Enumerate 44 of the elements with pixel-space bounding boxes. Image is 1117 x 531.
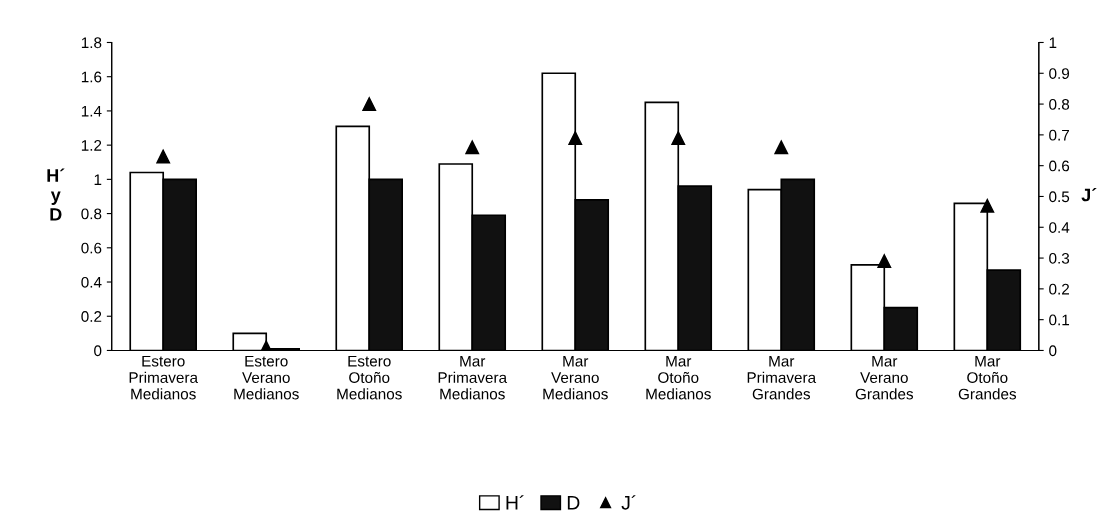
x-tick-label: Estero Primavera Medianos: [129, 355, 199, 400]
y-axis-title: H´ y D: [47, 168, 65, 221]
y-tick-label: 0.4: [81, 276, 102, 288]
x-tick-label: Estero Verano Medianos: [234, 355, 299, 400]
point: [465, 140, 480, 155]
y-tick-label: 1.4: [81, 105, 102, 117]
y2-tick-label: 0.8: [1049, 98, 1070, 110]
x-tick-label: Mar Primavera Grandes: [747, 355, 817, 400]
point: [568, 131, 583, 145]
y-tick-label: 0.6: [81, 242, 102, 254]
y2-tick-label: 1: [1049, 37, 1057, 49]
x-tick-label: Mar Otoño Grandes: [958, 355, 1017, 400]
y2-tick-label: 0.7: [1049, 129, 1069, 141]
legend-label: D: [567, 496, 580, 510]
y2-tick-label: 0.9: [1049, 68, 1070, 79]
x-tick-label: Estero Otoño Medianos: [337, 355, 402, 400]
x-tick-label: Mar Otoño Medianos: [646, 355, 711, 400]
x-tick-label: Mar Verano Grandes: [855, 355, 914, 400]
legend-label: H´: [506, 495, 524, 510]
y-tick-label: 0.2: [81, 311, 102, 322]
y2-tick-label: 0.4: [1049, 222, 1070, 233]
y2-tick-label: 0.5: [1049, 191, 1070, 203]
y-tick-label: 1.2: [81, 140, 102, 151]
point: [774, 140, 789, 155]
point: [877, 254, 892, 269]
bar: [232, 332, 268, 351]
point: [980, 198, 995, 213]
x-tick-label: Mar Verano Medianos: [543, 355, 608, 400]
y-tick-label: 0.8: [81, 208, 102, 220]
y-tick-label: 1.8: [81, 37, 102, 49]
y-tick-label: 1.6: [81, 71, 102, 83]
y2-tick-label: 0.2: [1049, 283, 1069, 295]
y2-tick-label: 0.6: [1049, 160, 1070, 172]
point: [362, 97, 377, 112]
y-tick-label: 0: [94, 345, 102, 357]
legend-label: J´: [621, 495, 636, 510]
point: [671, 131, 686, 145]
point: [156, 149, 171, 164]
y2-tick-label: 0: [1049, 345, 1057, 357]
y-tick-label: 1: [94, 174, 102, 185]
x-tick-label: Mar Primavera Medianos: [438, 355, 508, 400]
y2-axis-title: J´: [1081, 187, 1097, 202]
y2-tick-label: 0.1: [1049, 314, 1070, 326]
y2-tick-label: 0.3: [1049, 252, 1070, 264]
